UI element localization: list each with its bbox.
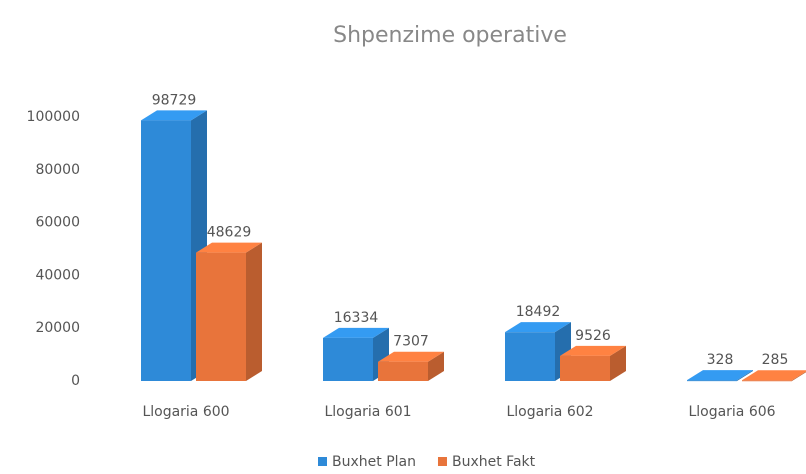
data-label: 48629	[207, 225, 252, 241]
bar	[687, 380, 737, 382]
legend-label: Buxhet Fakt	[452, 454, 536, 470]
bar	[141, 120, 191, 381]
bar-top	[378, 351, 444, 362]
bar-side	[428, 351, 444, 381]
data-label: 7307	[393, 334, 429, 350]
bar	[742, 380, 792, 382]
bar	[560, 355, 610, 381]
bar-top	[742, 370, 806, 381]
bar-side	[610, 345, 626, 381]
y-tick-label: 60000	[35, 215, 80, 231]
data-label: 18492	[516, 304, 561, 320]
bar-side	[246, 242, 262, 381]
bar-side	[792, 371, 806, 381]
chart-title: Shpenzime operative	[333, 23, 567, 48]
data-label: 285	[762, 352, 789, 368]
y-tick-label: 100000	[27, 109, 80, 125]
y-tick-label: 20000	[35, 320, 80, 336]
x-tick-label: Llogaria 602	[506, 404, 593, 420]
bar-top	[687, 370, 753, 381]
legend-swatch	[318, 457, 327, 466]
x-tick-label: Llogaria 601	[324, 404, 411, 420]
bar	[323, 337, 373, 381]
data-label: 98729	[152, 92, 197, 108]
y-tick-label: 0	[71, 373, 80, 389]
bar-top	[505, 322, 571, 333]
bar-top	[141, 110, 207, 121]
bar	[196, 252, 246, 381]
bar-top	[560, 345, 626, 356]
bar-side	[737, 370, 753, 381]
x-tick-label: Llogaria 606	[688, 404, 775, 420]
bar	[378, 361, 428, 381]
bar	[505, 332, 555, 381]
data-label: 328	[707, 352, 734, 368]
y-tick-label: 80000	[35, 162, 80, 178]
legend-swatch	[437, 457, 447, 466]
legend-label: Buxhet Plan	[332, 454, 416, 470]
x-tick-label: Llogaria 600	[142, 404, 229, 420]
data-label: 16334	[334, 310, 379, 326]
y-tick-label: 40000	[35, 267, 80, 283]
bar-top	[323, 327, 389, 338]
bar-top	[196, 242, 262, 253]
data-label: 9526	[575, 328, 611, 344]
